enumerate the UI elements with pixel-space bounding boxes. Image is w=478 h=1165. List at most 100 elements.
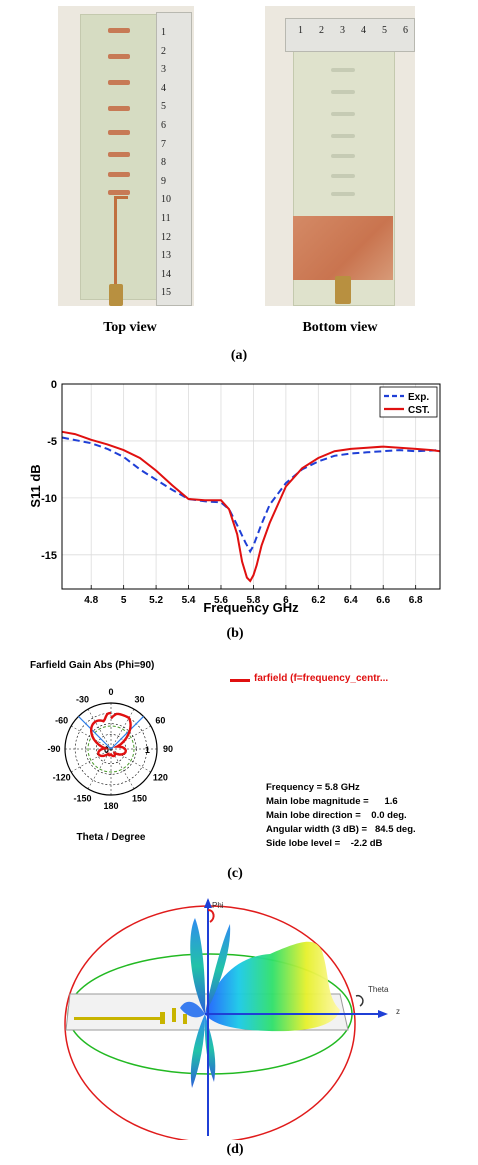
feed-strip [74, 1017, 164, 1020]
tick-label-x: 6.8 [409, 595, 423, 606]
z-label: z [396, 1007, 400, 1016]
tick-label-y: 0 [51, 379, 57, 391]
radiation-pattern-3d: Phi Theta z [64, 898, 400, 1140]
info-angular-width: Angular width (3 dB) = 84.5 deg. [266, 824, 416, 835]
ruler-number: 2 [161, 45, 166, 57]
tick-label-x: 5.8 [246, 595, 260, 606]
ruler-number: 9 [161, 175, 166, 187]
top-view-label: Top view [103, 320, 157, 335]
tick-label-x: 5.2 [149, 595, 163, 606]
caption-d: (d) [226, 1142, 244, 1157]
caption-a: (a) [230, 348, 248, 363]
s11-grid [62, 383, 440, 589]
series-line-exp [61, 436, 441, 554]
polar-radial-label: 0 [104, 745, 109, 755]
ruler-number: 2 [319, 25, 324, 36]
polar-title: Farfield Gain Abs (Phi=90) [30, 660, 155, 671]
ruler-number: 14 [161, 268, 171, 280]
caption-b: (b) [226, 626, 244, 641]
ruler-number: 8 [161, 157, 166, 169]
tick-label-x: 5.6 [214, 595, 228, 606]
ruler-number: 5 [161, 101, 166, 113]
tick-label-x: 6.2 [311, 595, 325, 606]
polar-legend-swatch [230, 679, 250, 682]
slot-8 [108, 190, 130, 195]
polar-angle-label: -90 [47, 744, 60, 754]
phi-label: Phi [212, 901, 224, 910]
info-main-lobe-magnitude: Main lobe magnitude = 1.6 [266, 796, 398, 807]
polar-angle-label: 180 [103, 801, 118, 811]
tick-label-x: 4.8 [84, 595, 98, 606]
ruler-number: 1 [298, 25, 303, 36]
s11-plot-frame [61, 383, 441, 590]
polar-angle-label: -150 [73, 793, 91, 803]
feed-line [114, 196, 117, 288]
ruler-number: 6 [403, 25, 408, 36]
phi-marker-icon [207, 909, 215, 923]
ruler-number: 1 [161, 27, 166, 38]
polar-radial-label: 1 [145, 745, 150, 755]
series-line-cst [61, 430, 441, 583]
ruler-horizontal: 1 2 3 4 5 6 [285, 18, 415, 52]
tick-label-y: -15 [41, 550, 57, 562]
ruler-number: 4 [361, 25, 366, 36]
ruler-number: 15 [161, 287, 171, 299]
polar-chart: 0 30 60 90 120 150 180 -150-120 -90 -60 -30 0 1 [47, 687, 173, 811]
ruler-number: 12 [161, 231, 171, 243]
slot-4 [108, 106, 130, 111]
info-main-lobe-direction: Main lobe direction = 0.0 deg. [266, 810, 407, 821]
legend-exp: Exp. [408, 392, 429, 403]
ghost-slot-6 [331, 174, 355, 178]
slot-6 [108, 152, 130, 157]
slot-1 [108, 28, 130, 33]
beamwidth-line [78, 716, 112, 750]
beamwidth-line [110, 716, 144, 750]
sma-connector-bottom [335, 276, 351, 304]
phi-arrow [204, 898, 212, 908]
tick-label-y: -10 [41, 493, 57, 505]
legend-cst: CST. [408, 405, 430, 416]
ruler-number: 11 [161, 213, 171, 224]
ruler-number: 7 [161, 138, 166, 150]
polar-xlabel: Theta / Degree [76, 832, 146, 843]
polar-angle-label: 120 [153, 773, 168, 783]
ground-plane [293, 216, 393, 280]
tick-label-x: 6 [283, 595, 289, 606]
ghost-slot-1 [331, 68, 355, 72]
ghost-slot-5 [331, 154, 355, 158]
polar-legend-text: farfield (f=frequency_centr... [254, 673, 389, 684]
polar-angle-label: 30 [134, 695, 144, 705]
patch-1 [160, 1012, 165, 1024]
tick-label-x: 6.4 [344, 595, 358, 606]
polar-angle-label: -120 [53, 773, 71, 783]
s11-series [61, 430, 441, 583]
lower-petal-left [190, 1014, 205, 1088]
caption-c: (c) [227, 866, 243, 881]
ruler-number: 4 [161, 82, 166, 94]
info-frequency: Frequency = 5.8 GHz [266, 782, 360, 793]
polar-angle-label: 150 [132, 793, 147, 803]
bottom-view-photo: 1 2 3 4 5 6 [265, 6, 415, 306]
side-lobe-left [180, 1001, 205, 1018]
s11-ylabel: S11 dB [28, 464, 43, 507]
theta-label: Theta [368, 985, 389, 994]
ruler-number: 6 [161, 120, 166, 131]
polar-angle-label: 0 [108, 687, 113, 697]
theta-marker-icon [355, 994, 364, 1007]
tick-label-x: 5 [121, 595, 127, 606]
s11-xlabel: Frequency GHz [203, 600, 299, 615]
polar-3db-ring [87, 725, 135, 773]
slot-5 [108, 130, 130, 135]
tick-label-x: 6.6 [376, 595, 390, 606]
ruler-number: 10 [161, 194, 171, 206]
sma-connector-top [109, 284, 123, 306]
ruler-number: 5 [382, 25, 387, 36]
ruler-vertical: 1 2 3 4 5 6 7 8 9 10 11 12 13 14 15 [156, 12, 192, 306]
ghost-slot-7 [331, 192, 355, 196]
upper-petal-right [205, 924, 231, 1014]
ruler-number: 3 [340, 25, 345, 36]
tick-label-y: -5 [47, 436, 57, 448]
ghost-slot-4 [331, 134, 355, 138]
polar-angle-label: -60 [55, 716, 68, 726]
ghost-slot-2 [331, 90, 355, 94]
